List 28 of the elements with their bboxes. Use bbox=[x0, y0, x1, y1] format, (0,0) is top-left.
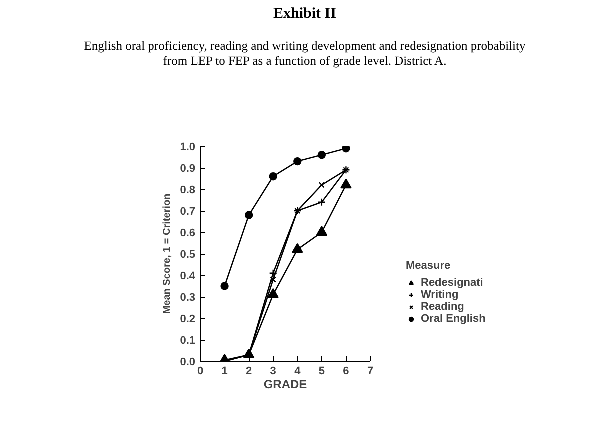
y-tick-label: 0.2 bbox=[180, 314, 196, 326]
y-tick-label: 0.3 bbox=[180, 292, 196, 304]
y-tick-label: 0.6 bbox=[180, 228, 196, 240]
x-tick-label: 5 bbox=[318, 366, 325, 378]
legend-label: Redesignati bbox=[421, 277, 484, 289]
y-tick-label: 0.9 bbox=[180, 163, 196, 175]
x-axis-title: GRADE bbox=[264, 378, 308, 392]
legend-label: Reading bbox=[421, 301, 464, 313]
y-tick-label: 0.8 bbox=[180, 184, 196, 196]
y-tick-label: 1.0 bbox=[180, 142, 196, 154]
chart-title: Exhibit II bbox=[274, 5, 336, 24]
y-axis-title: Mean Score, 1 = Criterion bbox=[162, 194, 174, 314]
x-tick-label: 7 bbox=[367, 366, 374, 378]
x-tick-label: 6 bbox=[343, 366, 350, 378]
y-tick-label: 0.4 bbox=[180, 270, 196, 282]
x-tick-label: 0 bbox=[197, 366, 204, 378]
legend-title: Measure bbox=[406, 260, 452, 272]
legend-label: Oral English bbox=[421, 313, 486, 325]
legend-label: Writing bbox=[421, 289, 459, 301]
x-tick-label: 2 bbox=[246, 366, 252, 378]
y-tick-label: 0.5 bbox=[180, 249, 196, 261]
chart-subtitle: English oral proficiency, reading and writing development and redesignation probability from LEP to FEP as a function of grade level. District A. bbox=[84, 39, 526, 69]
x-tick-label: 4 bbox=[294, 366, 302, 378]
y-tick-label: 0.1 bbox=[180, 335, 196, 347]
y-tick-label: 0.7 bbox=[180, 206, 196, 218]
x-tick-label: 3 bbox=[270, 366, 276, 378]
x-tick-label: 1 bbox=[222, 366, 228, 378]
y-tick-label: 0.0 bbox=[180, 356, 196, 368]
